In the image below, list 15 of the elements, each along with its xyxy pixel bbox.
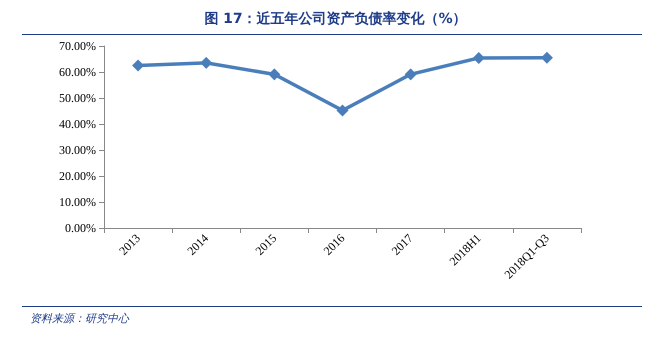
y-tick-label: 50.00% — [59, 91, 96, 105]
y-tick-label: 0.00% — [65, 221, 96, 235]
text: 资料来源：研究中心 — [30, 311, 129, 326]
y-tick-label: 10.00% — [59, 195, 96, 209]
y-tick-label: 30.00% — [59, 143, 96, 157]
y-tick-label: 40.00% — [59, 117, 96, 131]
y-tick-label: 20.00% — [59, 169, 96, 183]
y-tick-label: 60.00% — [59, 65, 96, 79]
point — [268, 68, 280, 80]
point — [200, 56, 212, 69]
point — [336, 104, 348, 116]
point — [404, 68, 417, 80]
chart-title: 图 17：近五年公司资产负债率变化（%） — [203, 10, 468, 28]
point — [472, 52, 485, 64]
y-tick-label: 70.00% — [59, 39, 96, 53]
